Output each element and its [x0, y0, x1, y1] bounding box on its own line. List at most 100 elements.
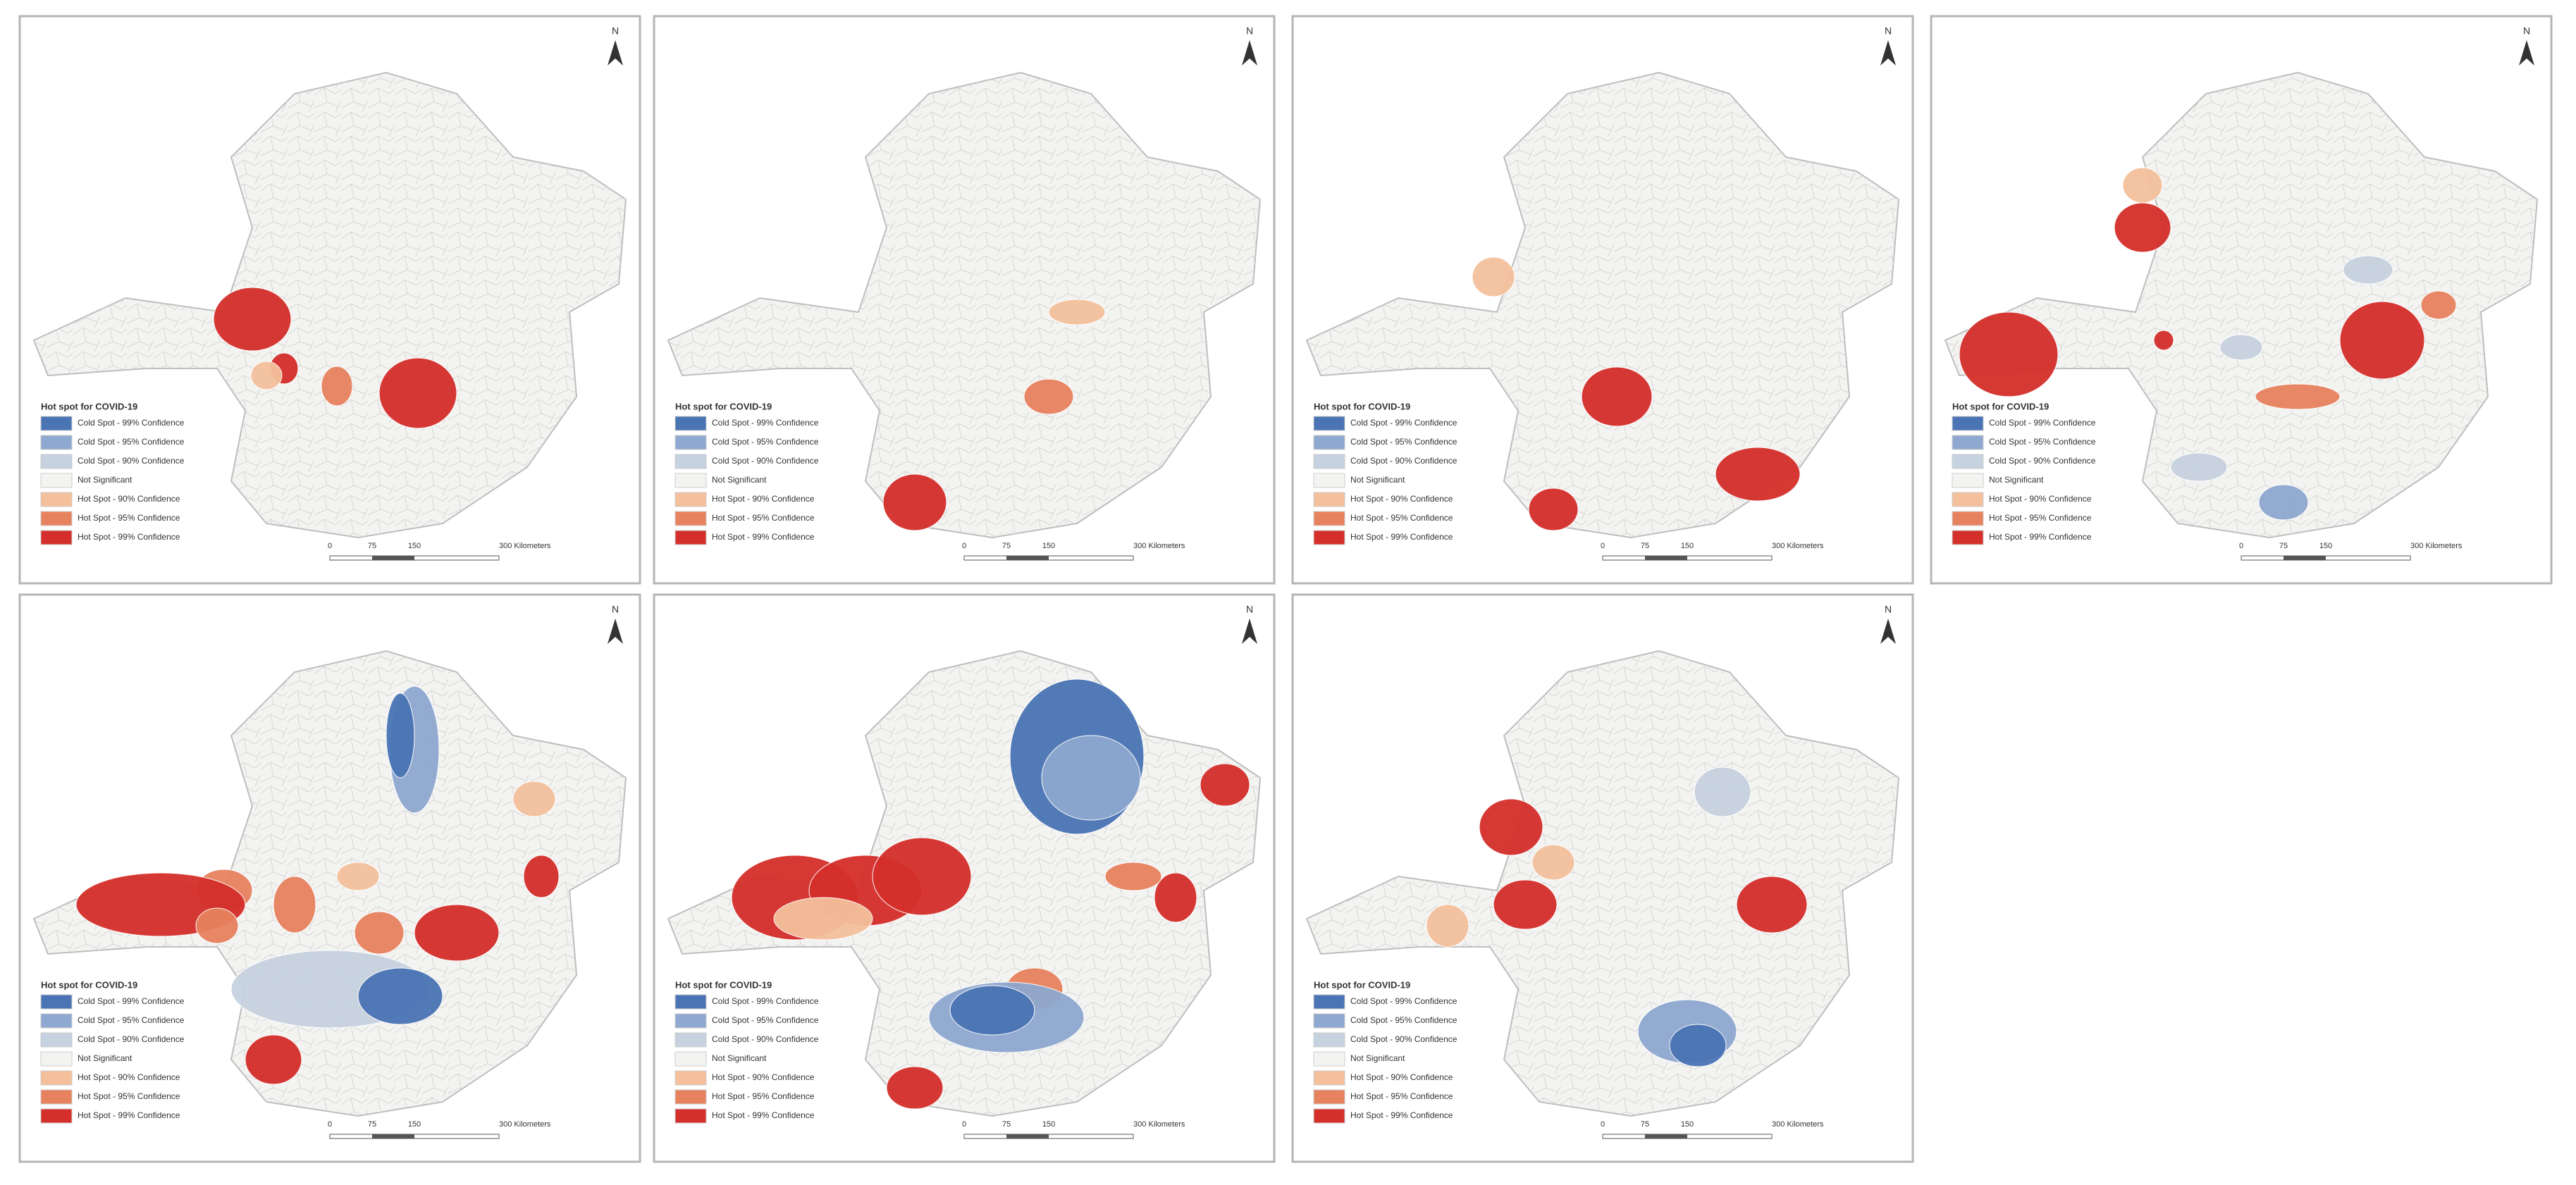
legend-swatch: [1952, 416, 1984, 431]
hot-spot-area: [378, 357, 457, 429]
map-panel: N Hot spot for COVID-19 Cold Spot - 99% Co…: [1291, 15, 1914, 585]
legend-label: Hot Spot - 95% Confidence: [1350, 513, 1453, 523]
legend-swatch: [40, 1089, 73, 1105]
legend-label: Hot Spot - 90% Confidence: [712, 1072, 815, 1082]
legend-swatch: [674, 1013, 707, 1029]
north-arrow: [1880, 619, 1896, 644]
legend-swatch: [1952, 473, 1984, 488]
legend-label: Cold Spot - 99% Confidence: [712, 996, 819, 1006]
north-arrow: [1880, 40, 1896, 66]
legend-swatch: [1313, 416, 1345, 431]
municipality-lines: [34, 73, 626, 538]
legend-label: Cold Spot - 90% Confidence: [712, 1034, 819, 1044]
hot-spot-area: [882, 473, 947, 531]
scale-label: 75: [1002, 1120, 1011, 1129]
legend-swatch: [1313, 1070, 1345, 1086]
hot-spot-area: [386, 693, 415, 778]
hot-spot-area: [1581, 366, 1653, 427]
legend-label: Not Significant: [78, 475, 133, 485]
hot-spot-area: [1959, 311, 2059, 397]
hot-spot-area: [321, 366, 353, 407]
legend-label: Cold Spot - 95% Confidence: [1350, 437, 1458, 447]
map-panel: N Hot spot for COVID-19 Cold Spot - 99% Co…: [653, 593, 1276, 1163]
municipality-lines: [1307, 73, 1899, 538]
municipality-lines: [668, 73, 1260, 538]
scale-label: 150: [2319, 542, 2332, 550]
scale-label: 150: [1042, 1120, 1055, 1129]
hot-spot-area: [195, 907, 239, 944]
hot-spot-area: [1104, 862, 1162, 891]
scale-label: 300 Kilometers: [1133, 542, 1185, 550]
north-arrow: [1242, 619, 1257, 644]
hot-spot-area: [2170, 452, 2228, 482]
hot-spot-area: [2343, 255, 2393, 285]
scale-bar-fill: [1006, 556, 1049, 560]
legend-title: Hot spot for COVID-19: [1314, 401, 1410, 411]
legend-label: Hot Spot - 90% Confidence: [78, 494, 180, 504]
scale-bar-fill: [372, 1134, 414, 1139]
scale-label: 0: [328, 1120, 332, 1129]
legend-swatch: [40, 1051, 73, 1067]
hot-spot-area: [1479, 798, 1543, 856]
legend-swatch: [674, 416, 707, 431]
scale-label: 300 Kilometers: [1133, 1120, 1185, 1129]
legend-label: Cold Spot - 95% Confidence: [712, 1015, 819, 1025]
legend-label: Cold Spot - 90% Confidence: [78, 456, 185, 466]
legend-swatch: [1952, 454, 1984, 469]
scale-label: 300 Kilometers: [499, 1120, 551, 1129]
legend-swatch: [1313, 1089, 1345, 1105]
legend-title: Hot spot for COVID-19: [41, 979, 137, 990]
legend-label: Hot Spot - 90% Confidence: [78, 1072, 180, 1082]
scale-label: 150: [408, 1120, 421, 1129]
legend-label: Cold Spot - 99% Confidence: [78, 996, 185, 1006]
scale-label: 0: [2239, 542, 2243, 550]
legend-label: Hot Spot - 95% Confidence: [712, 1091, 815, 1101]
legend-label: Cold Spot - 90% Confidence: [712, 456, 819, 466]
map-panel: N Hot spot for COVID-19 Cold Spot - 99% Co…: [18, 15, 641, 585]
legend-swatch: [40, 511, 73, 526]
legend-swatch: [1313, 492, 1345, 507]
municipality-lines: [34, 651, 626, 1116]
legend-swatch: [1313, 530, 1345, 545]
map-panel: N Hot spot for COVID-19 Cold Spot - 99% Co…: [1930, 15, 2553, 585]
legend-swatch: [40, 1108, 73, 1124]
legend-label: Not Significant: [78, 1053, 133, 1063]
legend-label: Hot Spot - 99% Confidence: [1989, 532, 2092, 542]
hot-spot-area: [357, 967, 443, 1025]
legend-swatch: [1952, 492, 1984, 507]
legend-swatch: [40, 454, 73, 469]
legend-swatch: [674, 1032, 707, 1048]
hot-spot-area: [1715, 447, 1801, 502]
hot-spot-area: [2114, 202, 2171, 253]
hot-spot-area: [2420, 290, 2457, 320]
scale-label: 75: [368, 1120, 376, 1129]
hot-spot-area: [949, 985, 1035, 1036]
legend-label: Hot Spot - 90% Confidence: [1350, 1072, 1453, 1082]
north-arrow: [608, 40, 623, 66]
legend-title: Hot spot for COVID-19: [675, 401, 772, 411]
legend-swatch: [1313, 994, 1345, 1010]
legend-swatch: [674, 1108, 707, 1124]
legend-swatch: [40, 1032, 73, 1048]
legend-label: Cold Spot - 95% Confidence: [78, 437, 185, 447]
map-panel: N Hot spot for COVID-19 Cold Spot - 99% Co…: [1291, 593, 1914, 1163]
scale-label: 0: [1601, 542, 1605, 550]
legend-swatch: [674, 454, 707, 469]
hot-spot-area: [273, 876, 316, 933]
hot-spot-area: [2153, 330, 2174, 351]
legend-label: Cold Spot - 90% Confidence: [1350, 1034, 1458, 1044]
hot-spot-area: [1493, 879, 1558, 930]
scale-label: 75: [1641, 1120, 1649, 1129]
hot-spot-area: [2255, 383, 2341, 410]
hot-spot-area: [1048, 299, 1106, 325]
legend-label: Cold Spot - 99% Confidence: [78, 418, 185, 428]
legend-swatch: [40, 530, 73, 545]
scale-label: 150: [1681, 1120, 1694, 1129]
legend-title: Hot spot for COVID-19: [1952, 401, 2049, 411]
north-arrow: [608, 619, 623, 644]
north-label: N: [1885, 25, 1892, 37]
scale-label: 0: [962, 542, 966, 550]
scale-label: 150: [1681, 542, 1694, 550]
